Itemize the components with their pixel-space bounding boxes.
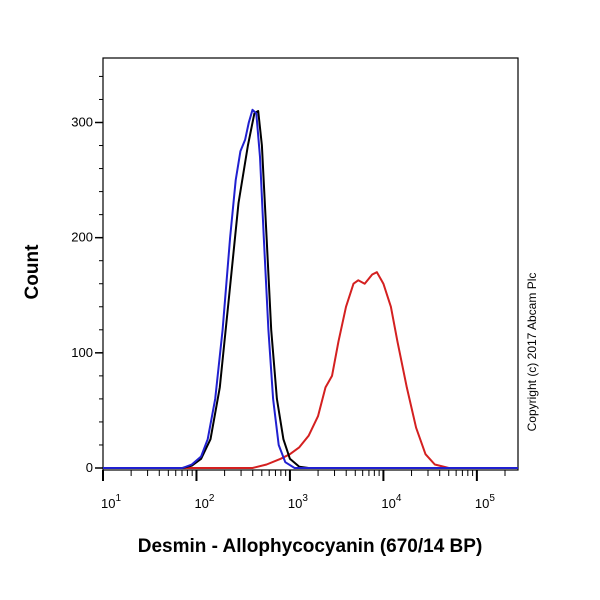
series-line-black [103, 110, 518, 469]
y-tick-label: 200 [71, 230, 93, 245]
y-tick-label: 100 [71, 345, 93, 360]
copyright-annotation: Copyright (c) 2017 Abcam Plc [525, 273, 539, 432]
x-tick-label: 103 [288, 493, 308, 511]
series-line-blue [103, 108, 518, 469]
x-tick-label: 104 [381, 493, 401, 511]
y-tick-label: 0 [86, 460, 93, 475]
series-line-red [103, 271, 518, 469]
x-tick-label: 101 [101, 493, 121, 511]
y-tick-label: 300 [71, 114, 93, 129]
x-tick-label: 102 [194, 493, 214, 511]
x-axis-label: Desmin - Allophycocyanin (670/14 BP) [138, 536, 483, 557]
y-axis-label: Count [22, 244, 43, 300]
x-tick-label: 105 [475, 493, 495, 511]
plot-frame [102, 57, 519, 471]
